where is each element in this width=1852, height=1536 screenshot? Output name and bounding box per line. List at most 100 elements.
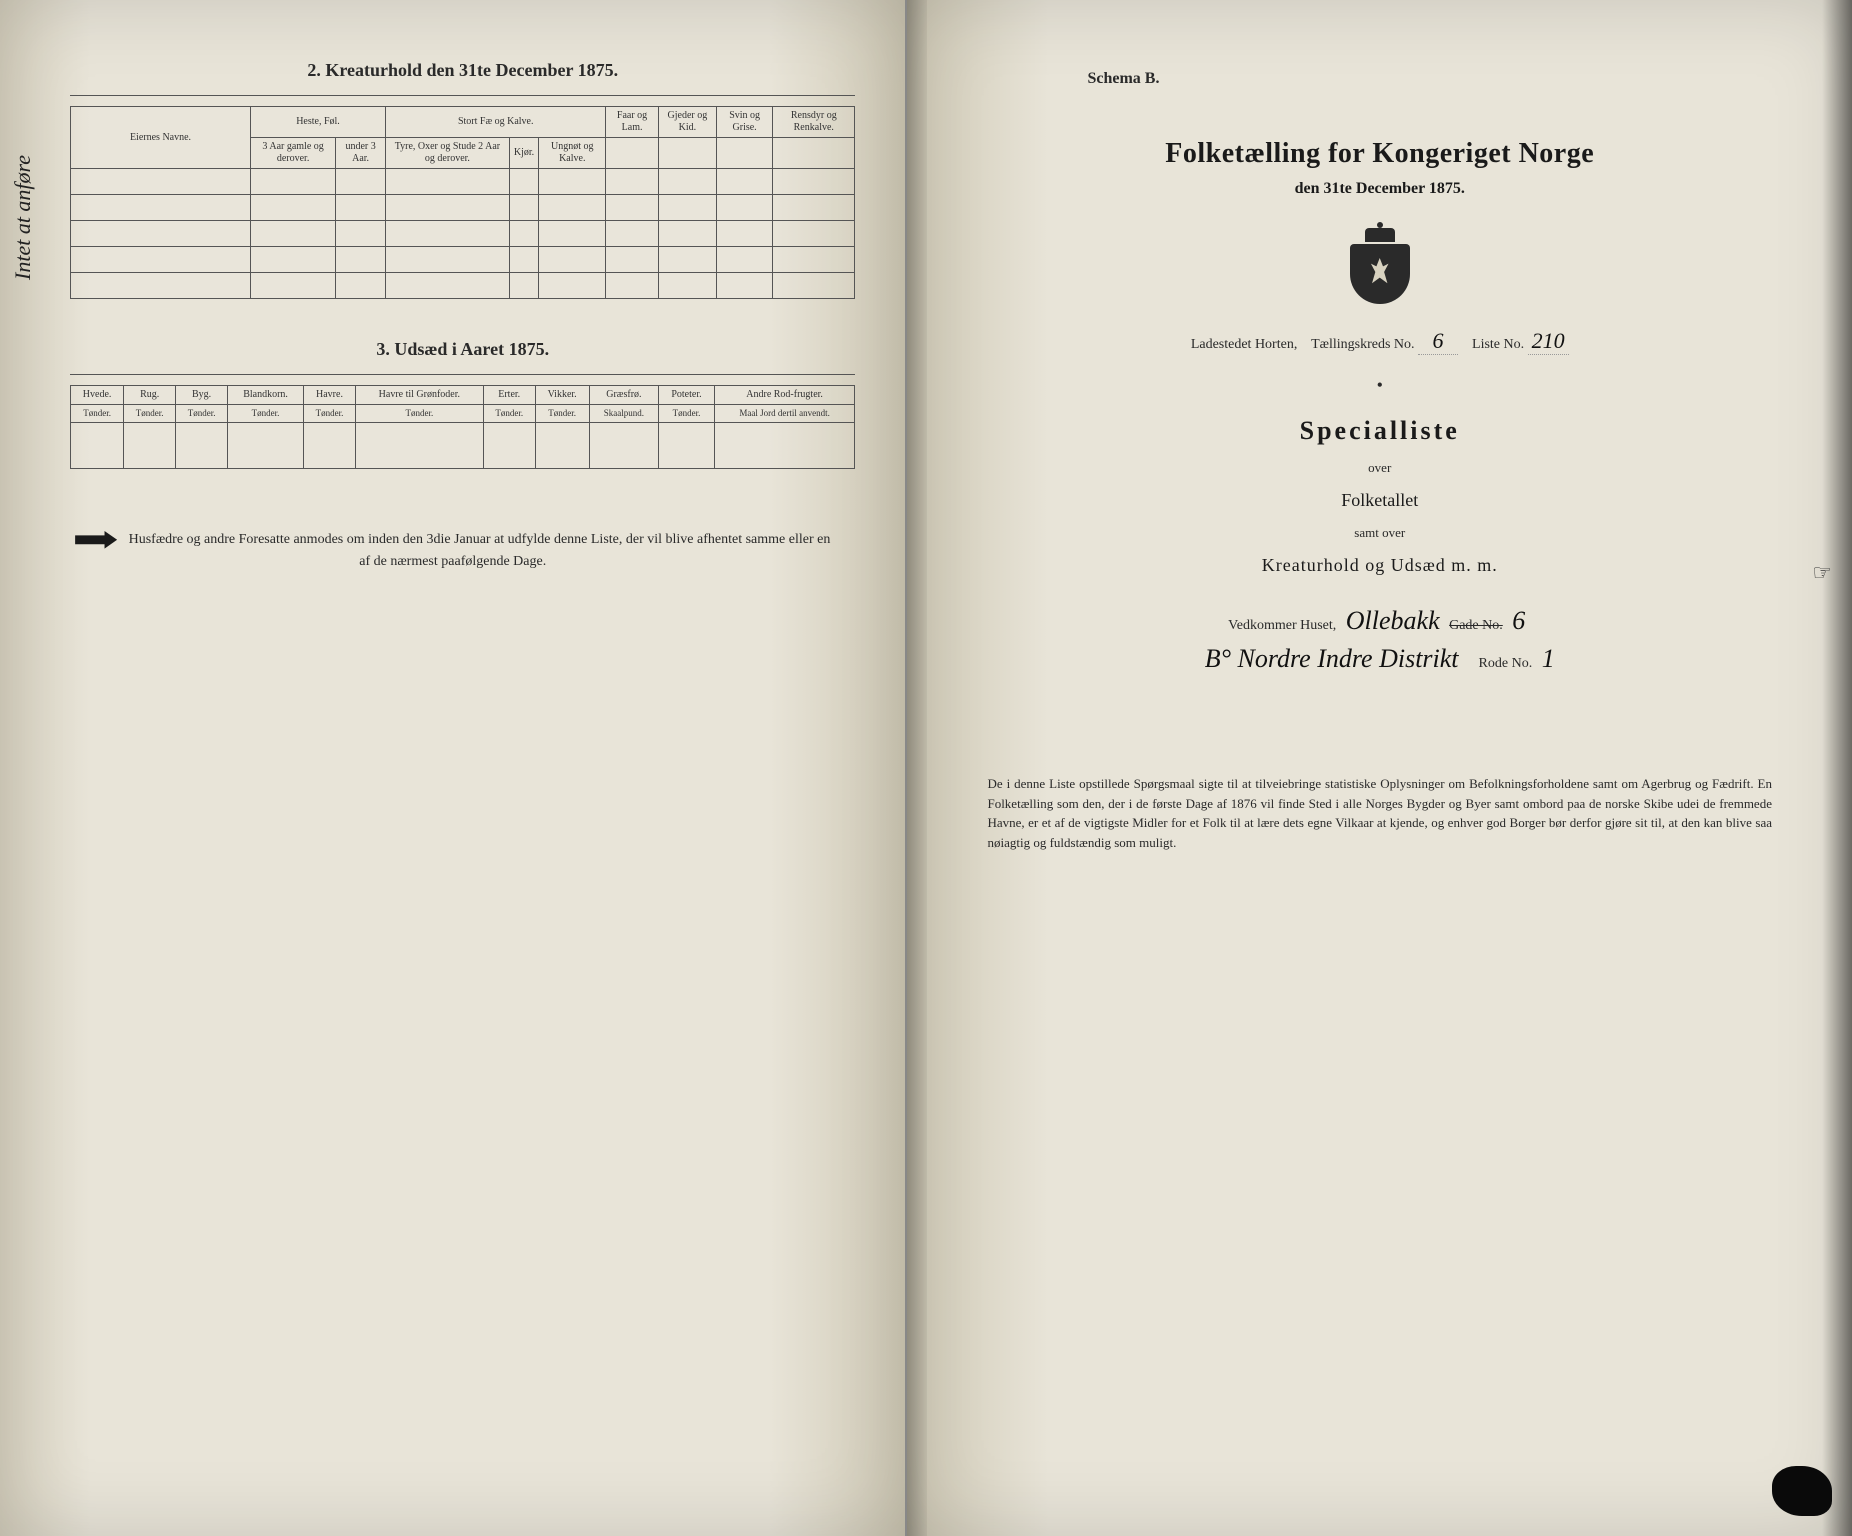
district-script: B° Nordre Indre Distrikt: [1199, 644, 1465, 673]
street-script: Ollebakk: [1340, 606, 1446, 635]
house-line: Vedkommer Huset, Ollebakk Gade No. 6: [947, 606, 1812, 636]
cell: [539, 195, 606, 221]
section-3: 3. Udsæd i Aaret 1875. Hvede.Rug.Byg.Bla…: [70, 339, 855, 469]
sub-header: under 3 Aar.: [336, 138, 386, 169]
cell: [773, 273, 855, 299]
cell: [717, 195, 773, 221]
gade-value: 6: [1506, 606, 1531, 635]
section-2: 2. Kreaturhold den 31te December 1875. E…: [70, 60, 855, 299]
table-row: [71, 195, 855, 221]
cell: [606, 273, 658, 299]
cell: [658, 247, 716, 273]
cell: [124, 422, 176, 468]
rode-label: Rode No.: [1479, 656, 1533, 671]
crop-header: Havre til Grønfoder.: [355, 386, 483, 405]
cell: [251, 273, 336, 299]
margin-handwriting: Intet at anføre: [10, 155, 36, 280]
cell: [539, 221, 606, 247]
cell: [228, 422, 304, 468]
cell: [717, 221, 773, 247]
cell: [71, 247, 251, 273]
cell: [659, 422, 715, 468]
house-prefix: Vedkommer Huset,: [1228, 618, 1336, 633]
cell: [606, 169, 658, 195]
group-header: Gjeder og Kid.: [658, 107, 716, 138]
cell: [658, 169, 716, 195]
cell: [773, 195, 855, 221]
cell: [386, 169, 510, 195]
group-header: Heste, Føl.: [251, 107, 386, 138]
unit-header: Tønder.: [659, 405, 715, 423]
sub-header: [773, 138, 855, 169]
district-label: Tællingskreds No.: [1311, 337, 1414, 352]
cell: [336, 169, 386, 195]
cell: [355, 422, 483, 468]
cell: [336, 273, 386, 299]
cell: [304, 422, 356, 468]
rule: [70, 95, 855, 96]
cell: [539, 273, 606, 299]
cell: [336, 221, 386, 247]
crop-header: Rug.: [124, 386, 176, 405]
section3-title: 3. Udsæd i Aaret 1875.: [70, 339, 855, 360]
table-row: [71, 422, 855, 468]
sub-header: Kjør.: [509, 138, 538, 169]
table-row: [71, 273, 855, 299]
group-header: Svin og Grise.: [717, 107, 773, 138]
place-label: Ladestedet Horten,: [1191, 337, 1298, 352]
main-title: Folketælling for Kongeriget Norge: [947, 138, 1812, 170]
left-page: Intet at anføre 2. Kreaturhold den 31te …: [0, 0, 907, 1536]
book-spread: Intet at anføre 2. Kreaturhold den 31te …: [0, 0, 1852, 1536]
cell: [773, 221, 855, 247]
bottom-paragraph: De i denne Liste opstillede Spørgsmaal s…: [947, 774, 1812, 852]
cell: [336, 247, 386, 273]
cell: [386, 273, 510, 299]
cell: [509, 221, 538, 247]
unit-header: Tønder.: [228, 405, 304, 423]
folketallet-label: Folketallet: [947, 490, 1812, 511]
livestock-table: Eiernes Navne.Heste, Føl.Stort Fæ og Kal…: [70, 106, 855, 299]
unit-header: Tønder.: [176, 405, 228, 423]
over-label: over: [947, 460, 1812, 476]
footer-note: Husfædre og andre Foresatte anmodes om i…: [40, 529, 865, 572]
section2-title: 2. Kreaturhold den 31te December 1875.: [70, 60, 855, 81]
crop-header: Poteter.: [659, 386, 715, 405]
cell: [71, 221, 251, 247]
unit-header: Tønder.: [535, 405, 589, 423]
cell: [71, 195, 251, 221]
cell: [509, 169, 538, 195]
crop-header: Erter.: [483, 386, 535, 405]
sub-header: Tyre, Oxer og Stude 2 Aar og derover.: [386, 138, 510, 169]
unit-header: Tønder.: [483, 405, 535, 423]
cell: [386, 195, 510, 221]
cell: [717, 247, 773, 273]
cell: [606, 195, 658, 221]
cell: [606, 221, 658, 247]
crop-header: Blandkorn.: [228, 386, 304, 405]
crop-header: Vikker.: [535, 386, 589, 405]
group-header: Rensdyr og Renkalve.: [773, 107, 855, 138]
cell: [539, 247, 606, 273]
hand-pointer-icon: [75, 529, 117, 551]
group-header: Stort Fæ og Kalve.: [386, 107, 606, 138]
crop-header: Andre Rod-frugter.: [714, 386, 855, 405]
sub-header: 3 Aar gamle og derover.: [251, 138, 336, 169]
unit-header: Tønder.: [304, 405, 356, 423]
cell: [535, 422, 589, 468]
right-edge-shadow: [1822, 0, 1852, 1536]
cell: [483, 422, 535, 468]
specialliste-title: Specialliste: [947, 416, 1812, 446]
divider: •: [947, 375, 1812, 396]
unit-header: Tønder.: [71, 405, 124, 423]
unit-header: Skaalpund.: [589, 405, 659, 423]
crop-header: Hvede.: [71, 386, 124, 405]
cell: [251, 195, 336, 221]
cell: [251, 169, 336, 195]
cell: [717, 169, 773, 195]
cell: [714, 422, 855, 468]
cell: [773, 247, 855, 273]
kreaturhold-line: Kreaturhold og Udsæd m. m.: [947, 555, 1812, 576]
cell: [539, 169, 606, 195]
crop-header: Græsfrø.: [589, 386, 659, 405]
schema-label: Schema B.: [1087, 70, 1812, 88]
